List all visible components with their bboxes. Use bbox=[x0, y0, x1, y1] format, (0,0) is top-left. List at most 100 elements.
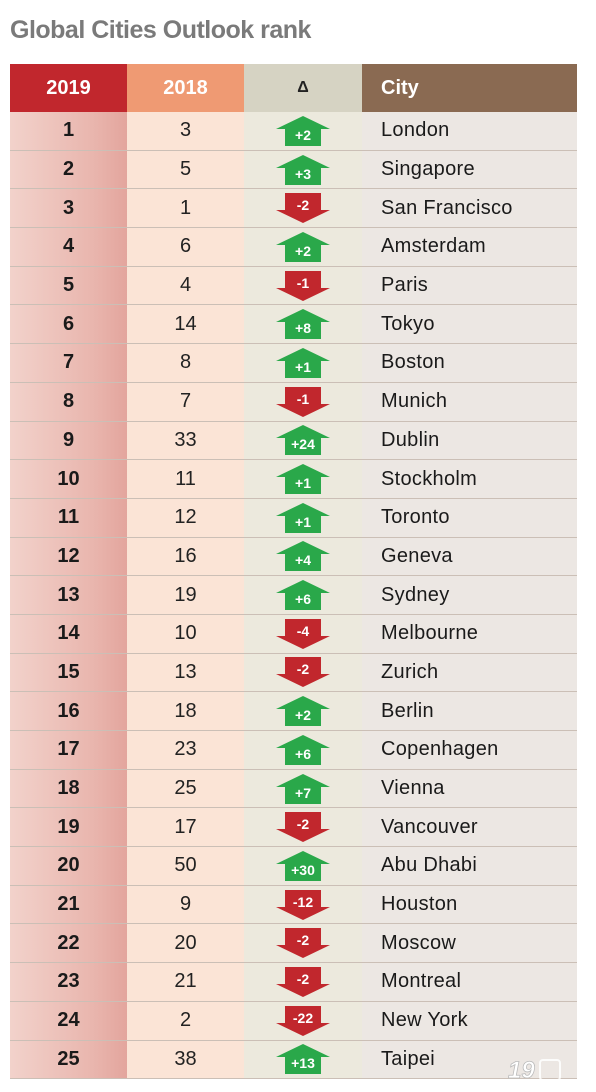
delta-cell: +30 bbox=[244, 847, 362, 885]
down-arrow-icon: -1 bbox=[276, 270, 330, 301]
up-arrow-icon: +24 bbox=[276, 425, 330, 456]
rank-2019-cell: 21 bbox=[10, 885, 127, 924]
up-arrow-icon: +6 bbox=[276, 580, 330, 611]
delta-cell: -1 bbox=[244, 382, 362, 421]
delta-label: -22 bbox=[293, 1010, 313, 1026]
delta-label: +6 bbox=[295, 591, 311, 607]
delta-cell: +8 bbox=[244, 305, 362, 344]
up-arrow-icon: +13 bbox=[276, 1044, 330, 1075]
delta-cell: -2 bbox=[244, 963, 362, 1001]
city-cell: Vienna bbox=[362, 769, 577, 808]
table-row: 11 12 +1 Toronto bbox=[10, 498, 577, 538]
city-cell: Taipei bbox=[362, 1040, 577, 1079]
rank-2019-cell: 18 bbox=[10, 769, 127, 808]
delta-cell: -2 bbox=[244, 653, 362, 692]
rank-2019-cell: 11 bbox=[10, 498, 127, 537]
down-arrow-icon: -1 bbox=[276, 386, 330, 417]
delta-label: +3 bbox=[295, 166, 311, 182]
rank-2019-cell: 23 bbox=[10, 963, 127, 1001]
rank-2018-cell: 17 bbox=[127, 808, 244, 847]
rank-2018-cell: 23 bbox=[127, 731, 244, 769]
delta-cell: -2 bbox=[244, 924, 362, 963]
table-row: 2 5 +3 Singapore bbox=[10, 150, 577, 190]
city-cell: Melbourne bbox=[362, 614, 577, 653]
rank-2019-cell: 15 bbox=[10, 653, 127, 692]
city-cell: Houston bbox=[362, 885, 577, 924]
delta-cell: -22 bbox=[244, 1001, 362, 1040]
delta-label: +2 bbox=[295, 243, 311, 259]
rank-2018-cell: 2 bbox=[127, 1001, 244, 1040]
delta-cell: +13 bbox=[244, 1040, 362, 1079]
rank-2018-cell: 25 bbox=[127, 769, 244, 808]
rank-2018-cell: 1 bbox=[127, 189, 244, 228]
up-arrow-icon: +4 bbox=[276, 541, 330, 572]
down-arrow-icon: -4 bbox=[276, 618, 330, 649]
rank-2019-cell: 14 bbox=[10, 614, 127, 653]
table-row: 21 9 -12 Houston bbox=[10, 885, 577, 925]
rank-2018-cell: 16 bbox=[127, 537, 244, 576]
city-cell: Copenhagen bbox=[362, 731, 577, 769]
table-row: 17 23 +6 Copenhagen bbox=[10, 731, 577, 770]
rank-2019-cell: 4 bbox=[10, 228, 127, 266]
table-row: 10 11 +1 Stockholm bbox=[10, 460, 577, 499]
city-cell: Moscow bbox=[362, 924, 577, 963]
delta-label: -1 bbox=[297, 391, 310, 407]
delta-label: -2 bbox=[297, 816, 310, 832]
table-row: 13 19 +6 Sydney bbox=[10, 576, 577, 615]
svg-text:19: 19 bbox=[508, 1057, 535, 1084]
up-arrow-icon: +3 bbox=[276, 154, 330, 185]
delta-label: +13 bbox=[291, 1055, 315, 1071]
down-arrow-icon: -2 bbox=[276, 812, 330, 843]
header-city: City bbox=[362, 64, 577, 112]
down-arrow-icon: -2 bbox=[276, 193, 330, 224]
city-cell: Singapore bbox=[362, 150, 577, 189]
rank-2018-cell: 11 bbox=[127, 460, 244, 498]
table-row: 22 20 -2 Moscow bbox=[10, 924, 577, 964]
table-row: 19 17 -2 Vancouver bbox=[10, 808, 577, 848]
delta-label: -12 bbox=[293, 894, 313, 910]
city-cell: Vancouver bbox=[362, 808, 577, 847]
delta-cell: -1 bbox=[244, 266, 362, 305]
table-row: 8 7 -1 Munich bbox=[10, 382, 577, 422]
rank-2019-cell: 17 bbox=[10, 731, 127, 769]
delta-cell: -2 bbox=[244, 189, 362, 228]
delta-cell: +3 bbox=[244, 150, 362, 189]
table-body: 1 3 +2 London 2 5 +3 Singapore 3 1 -2 San Francisco… bbox=[10, 112, 577, 1080]
up-arrow-icon: +7 bbox=[276, 773, 330, 804]
rank-2018-cell: 10 bbox=[127, 614, 244, 653]
delta-label: +30 bbox=[291, 862, 315, 878]
up-arrow-icon: +2 bbox=[276, 231, 330, 262]
delta-cell: +2 bbox=[244, 112, 362, 150]
up-arrow-icon: +1 bbox=[276, 464, 330, 495]
up-arrow-icon: +2 bbox=[276, 115, 330, 146]
table-row: 23 21 -2 Montreal bbox=[10, 963, 577, 1002]
delta-cell: +4 bbox=[244, 537, 362, 576]
city-cell: Montreal bbox=[362, 963, 577, 1001]
rank-2019-cell: 25 bbox=[10, 1040, 127, 1079]
delta-cell: +2 bbox=[244, 692, 362, 730]
table-row: 20 50 +30 Abu Dhabi bbox=[10, 847, 577, 886]
rank-2018-cell: 14 bbox=[127, 305, 244, 344]
delta-cell: +1 bbox=[244, 460, 362, 498]
delta-label: +24 bbox=[291, 436, 315, 452]
rank-2019-cell: 3 bbox=[10, 189, 127, 228]
rank-2018-cell: 8 bbox=[127, 344, 244, 382]
rank-2018-cell: 6 bbox=[127, 228, 244, 266]
ranking-table: 2019 2018 Δ City 1 3 +2 London 2 5 +3 Singapore… bbox=[10, 64, 577, 1080]
delta-cell: +6 bbox=[244, 576, 362, 614]
delta-label: -2 bbox=[297, 661, 310, 677]
city-cell: Paris bbox=[362, 266, 577, 305]
up-arrow-icon: +1 bbox=[276, 347, 330, 378]
table-row: 24 2 -22 New York bbox=[10, 1001, 577, 1041]
up-arrow-icon: +30 bbox=[276, 850, 330, 881]
table-row: 14 10 -4 Melbourne bbox=[10, 614, 577, 654]
header-delta: Δ bbox=[244, 64, 362, 112]
watermark-logo-icon: 19 bbox=[508, 1057, 561, 1084]
rank-2018-cell: 4 bbox=[127, 266, 244, 305]
table-row: 18 25 +7 Vienna bbox=[10, 769, 577, 809]
city-cell: Munich bbox=[362, 382, 577, 421]
header-2019: 2019 bbox=[10, 64, 127, 112]
city-cell: Dublin bbox=[362, 421, 577, 460]
rank-2018-cell: 50 bbox=[127, 847, 244, 885]
table-row: 9 33 +24 Dublin bbox=[10, 421, 577, 461]
